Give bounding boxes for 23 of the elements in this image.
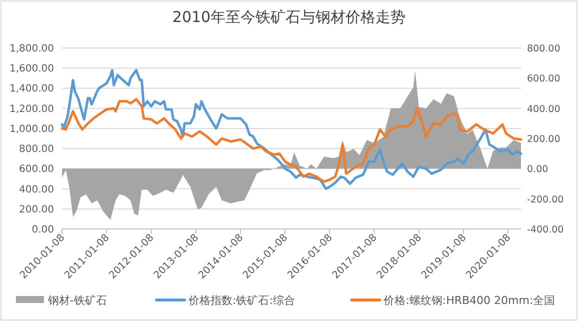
y-tick-label: 1,800.00 [9,44,54,54]
y-tick-label: 1,200.00 [9,104,54,115]
y2-tick-label: 400.00 [527,104,560,115]
y2-tick-label: 200.00 [527,134,560,145]
legend-label: 钢材-铁矿石 [46,294,107,307]
line-series [60,68,522,190]
legend-label: 价格:螺纹钢:HRB400 20mm:全国 [382,294,556,307]
y2-tick-label: 600.00 [527,74,560,85]
y-tick-label: 800.00 [19,144,54,156]
y-tick-label: 0.00 [32,224,54,236]
line-series [60,98,522,183]
y2-tick-label: -200.00 [527,194,564,206]
y-tick-label: 200.00 [19,204,54,216]
y-tick-label: 400.00 [19,184,54,196]
y2-tick-label: 0.00 [527,164,548,176]
chart-title: 2010年至今铁矿石与钢材价格走势 [172,8,406,26]
y2-tick-label: 800.00 [527,44,560,54]
y2-tick-label: -400.00 [527,224,564,236]
y-tick-label: 1,600.00 [9,64,54,75]
y-tick-label: 1,400.00 [9,84,54,95]
y-tick-label: 1,000.00 [9,124,54,135]
legend-label: 价格指数:铁矿石:综合 [188,294,295,307]
y-tick-label: 600.00 [19,164,54,176]
